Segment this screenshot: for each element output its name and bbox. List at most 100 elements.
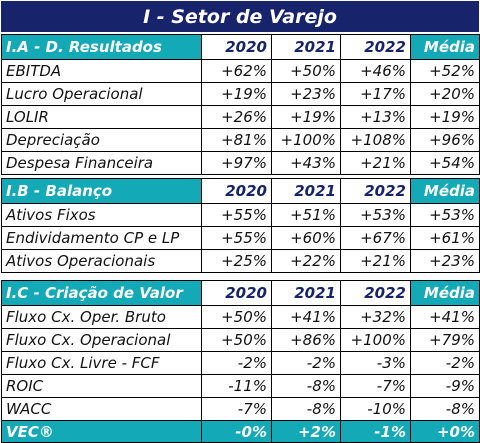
average-cell: -2%	[410, 351, 480, 375]
value-cell: +53%	[340, 203, 411, 227]
row-label: Lucro Operacional	[1, 82, 202, 106]
row-label: Depreciação	[1, 128, 202, 152]
year-header: 2021	[271, 280, 341, 306]
row-label: ROIC	[1, 374, 202, 398]
value-cell: -11%	[201, 374, 272, 398]
table-row: Ativos Fixos +55% +51% +53% +53%	[1, 203, 480, 227]
section-header-row: I.B - Balanço 2020 2021 2022 Média	[1, 178, 480, 204]
value-cell: +21%	[340, 151, 411, 175]
year-header: 2020	[201, 34, 272, 60]
value-cell: +25%	[201, 249, 272, 273]
total-value-cell: +0%	[410, 420, 480, 443]
total-value-cell: +2%	[271, 420, 341, 443]
value-cell: -2%	[201, 351, 272, 375]
row-label: Ativos Operacionais	[1, 249, 202, 273]
total-value-cell: -1%	[340, 420, 411, 443]
value-cell: +50%	[271, 59, 341, 83]
row-label: Fluxo Cx. Oper. Bruto	[1, 305, 202, 329]
year-header: 2022	[340, 178, 411, 204]
value-cell: -7%	[201, 397, 272, 421]
table-row: Ativos Operacionais +25% +22% +21% +23%	[1, 249, 480, 273]
table-row: Despesa Financeira +97% +43% +21% +54%	[1, 151, 480, 175]
row-label: WACC	[1, 397, 202, 421]
row-label: Fluxo Cx. Livre - FCF	[1, 351, 202, 375]
average-header: Média	[410, 34, 480, 60]
section-table: I.A - D. Resultados 2020 2021 2022 Média EBIT…	[1, 34, 480, 175]
table-row: WACC -7% -8% -10% -8%	[1, 397, 480, 421]
value-cell: +26%	[201, 105, 272, 129]
value-cell: -10%	[340, 397, 411, 421]
value-cell: +55%	[201, 226, 272, 250]
average-cell: +41%	[410, 305, 480, 329]
value-cell: +19%	[271, 105, 341, 129]
row-label: LOLIR	[1, 105, 202, 129]
average-cell: -8%	[410, 397, 480, 421]
value-cell: +17%	[340, 82, 411, 106]
value-cell: -8%	[271, 374, 341, 398]
average-cell: +54%	[410, 151, 480, 175]
average-cell: +23%	[410, 249, 480, 273]
year-header: 2020	[201, 178, 272, 204]
total-row: VEC® -0% +2% -1% +0%	[1, 420, 480, 443]
sheet-title: I - Setor de Varejo	[1, 1, 479, 32]
value-cell: +50%	[201, 305, 272, 329]
average-cell: +96%	[410, 128, 480, 152]
value-cell: +19%	[201, 82, 272, 106]
average-header: Média	[410, 178, 480, 204]
value-cell: +100%	[340, 328, 411, 352]
row-label: EBITDA	[1, 59, 202, 83]
section-header: I.C - Criação de Valor	[1, 280, 202, 306]
value-cell: +22%	[271, 249, 341, 273]
table-row: EBITDA +62% +50% +46% +52%	[1, 59, 480, 83]
value-cell: -7%	[340, 374, 411, 398]
value-cell: +67%	[340, 226, 411, 250]
section-table: I.B - Balanço 2020 2021 2022 Média Ativos Fix…	[1, 178, 480, 273]
average-cell: +53%	[410, 203, 480, 227]
value-cell: +41%	[271, 305, 341, 329]
average-cell: +52%	[410, 59, 480, 83]
year-header: 2022	[340, 34, 411, 60]
table-row: LOLIR +26% +19% +13% +19%	[1, 105, 480, 129]
value-cell: +108%	[340, 128, 411, 152]
year-header: 2020	[201, 280, 272, 306]
section-header-row: I.A - D. Resultados 2020 2021 2022 Média	[1, 34, 480, 60]
value-cell: +55%	[201, 203, 272, 227]
value-cell: +32%	[340, 305, 411, 329]
row-label: Ativos Fixos	[1, 203, 202, 227]
average-cell: -9%	[410, 374, 480, 398]
year-header: 2021	[271, 178, 341, 204]
total-value-cell: -0%	[201, 420, 272, 443]
average-cell: +19%	[410, 105, 480, 129]
average-cell: +20%	[410, 82, 480, 106]
average-cell: +61%	[410, 226, 480, 250]
section-header: I.B - Balanço	[1, 178, 202, 204]
value-cell: +13%	[340, 105, 411, 129]
total-label: VEC®	[1, 420, 202, 443]
value-cell: -8%	[271, 397, 341, 421]
section-header: I.A - D. Resultados	[1, 34, 202, 60]
value-cell: +50%	[201, 328, 272, 352]
value-cell: +51%	[271, 203, 341, 227]
section-header-row: I.C - Criação de Valor 2020 2021 2022 Média	[1, 280, 480, 306]
row-label: Endividamento CP e LP	[1, 226, 202, 250]
value-cell: +43%	[271, 151, 341, 175]
value-cell: +81%	[201, 128, 272, 152]
table-row: Depreciação +81% +100% +108% +96%	[1, 128, 480, 152]
table-row: Lucro Operacional +19% +23% +17% +20%	[1, 82, 480, 106]
value-cell: +21%	[340, 249, 411, 273]
value-cell: -3%	[340, 351, 411, 375]
section-table: I.C - Criação de Valor 2020 2021 2022 Média F…	[1, 280, 480, 443]
value-cell: +60%	[271, 226, 341, 250]
table-row: Fluxo Cx. Operacional +50% +86% +100% +79%	[1, 328, 480, 352]
value-cell: +23%	[271, 82, 341, 106]
year-header: 2021	[271, 34, 341, 60]
value-cell: +46%	[340, 59, 411, 83]
table-row: ROIC -11% -8% -7% -9%	[1, 374, 480, 398]
value-cell: +97%	[201, 151, 272, 175]
value-cell: -2%	[271, 351, 341, 375]
average-header: Média	[410, 280, 480, 306]
value-cell: +62%	[201, 59, 272, 83]
table-row: Fluxo Cx. Livre - FCF -2% -2% -3% -2%	[1, 351, 480, 375]
value-cell: +100%	[271, 128, 341, 152]
